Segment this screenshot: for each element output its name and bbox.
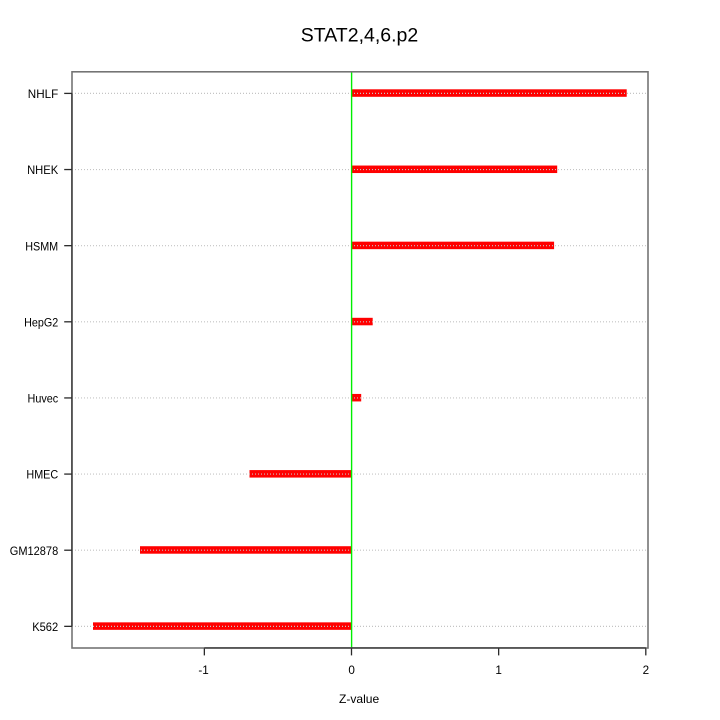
svg-text:Z-value: Z-value [339, 693, 379, 706]
svg-text:K562: K562 [32, 621, 58, 634]
svg-text:0: 0 [348, 664, 355, 677]
svg-text:2: 2 [643, 664, 650, 677]
svg-text:STAT2,4,6.p2: STAT2,4,6.p2 [301, 24, 418, 46]
svg-text:HMEC: HMEC [26, 469, 58, 482]
svg-text:NHEK: NHEK [27, 164, 58, 177]
svg-text:Huvec: Huvec [28, 393, 59, 406]
svg-text:NHLF: NHLF [28, 88, 58, 101]
svg-text:1: 1 [495, 664, 502, 677]
svg-text:-1: -1 [198, 664, 208, 677]
svg-text:GM12878: GM12878 [10, 545, 58, 558]
svg-text:HSMM: HSMM [25, 240, 58, 253]
svg-text:HepG2: HepG2 [24, 316, 58, 329]
